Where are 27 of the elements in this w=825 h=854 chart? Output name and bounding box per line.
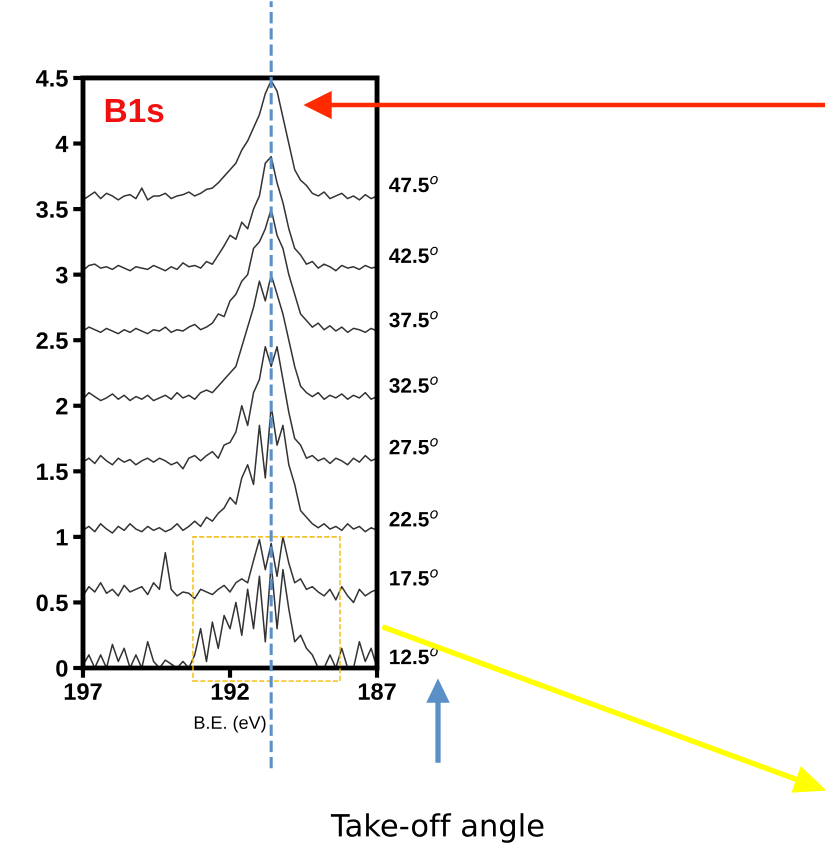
y-tick-label: 0 [56, 660, 68, 677]
series-label: 42.5$^{o}$ [389, 246, 438, 264]
y-tick-label: 0.5 [36, 594, 68, 612]
series-label: 22.5$^{o}$ [390, 510, 438, 527]
series-label: 47.5$^{o}$ [389, 176, 438, 192]
y-tick-label: 1 [56, 529, 68, 546]
y-tick-label: 2.5 [36, 332, 68, 349]
line-series [82, 346, 378, 470]
line-series [82, 80, 378, 201]
y-tick-label: 4 [56, 136, 68, 152]
line-series [82, 536, 378, 604]
series-label: 27.5$^{o}$ [390, 438, 438, 455]
series-label: 17.5$^{o}$ [390, 569, 438, 586]
series-label: 37.5$^{o}$ [389, 310, 438, 328]
x-tick-label: 187 [358, 683, 396, 700]
y-tick-label: 2 [56, 398, 68, 414]
series-label: 32.5$^{o}$ [389, 376, 438, 393]
annotation: B1s [106, 99, 164, 122]
x-tick-label: 192 [212, 683, 249, 700]
text: Take-off angle [330, 813, 544, 843]
line-series [82, 156, 378, 272]
y-tick-label: 1.5 [37, 464, 68, 480]
x-tick-label: 197 [64, 683, 102, 700]
y-tick-label: 3 [56, 266, 68, 284]
x-axis-title: B.E. (eV) [194, 716, 266, 733]
y-tick-label: 4.5 [36, 70, 68, 87]
y-tick-label: 3.5 [36, 201, 68, 218]
